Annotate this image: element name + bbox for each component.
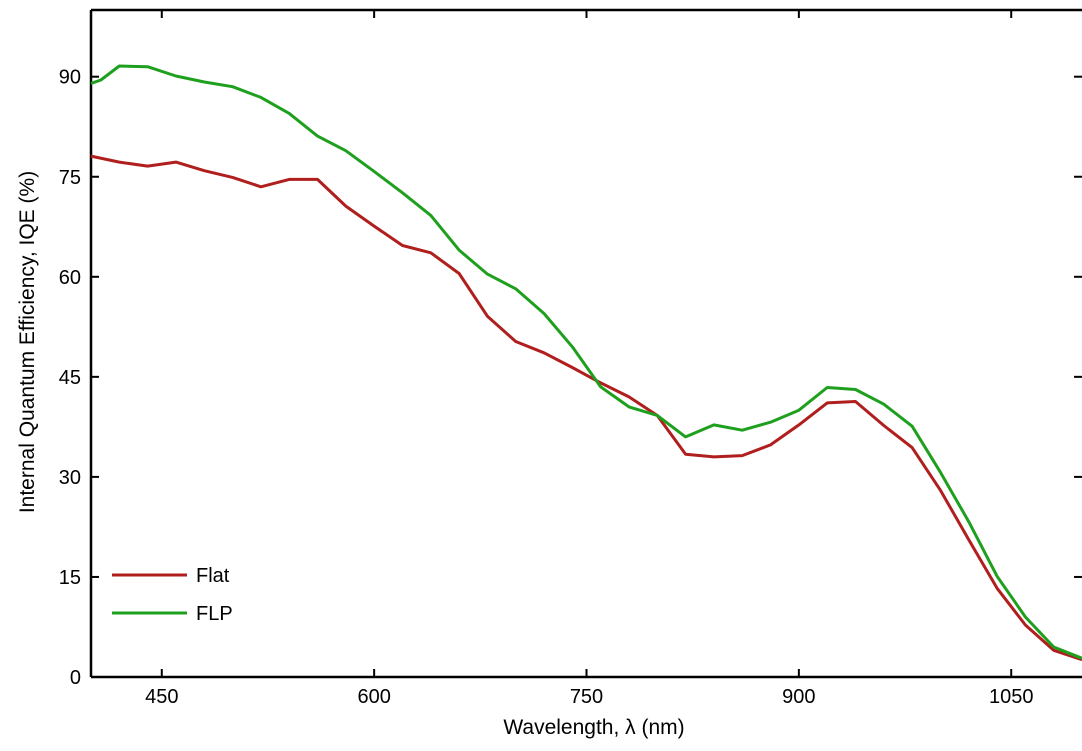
series-line-flp	[90, 64, 1082, 660]
y-axis-title: Internal Quantum Efficiency, IQE (%)	[16, 171, 39, 513]
x-tick-label: 900	[782, 686, 815, 708]
legend: Flat FLP	[112, 565, 233, 625]
y-tick-label: 15	[59, 567, 81, 589]
x-tick-label: 600	[357, 686, 390, 708]
legend-label-flat: Flat	[196, 565, 230, 587]
series-line-flat	[90, 154, 1082, 662]
y-tick-label: 75	[59, 167, 81, 189]
plot-frame	[89, 8, 1082, 679]
x-axis-title: Wavelength, λ (nm)	[503, 716, 684, 739]
series-layer	[90, 64, 1082, 662]
x-tick-label: 1050	[989, 686, 1034, 708]
x-tick-label: 750	[570, 686, 603, 708]
y-tick-label: 45	[59, 367, 81, 389]
y-tick-label: 30	[59, 467, 81, 489]
y-tick-label: 60	[59, 267, 81, 289]
legend-label-flp: FLP	[196, 603, 233, 625]
y-tick-label: 0	[70, 667, 81, 689]
y-tick-label: 90	[59, 67, 81, 89]
ticks-layer: 450 600 750 900 1050 0 15 30 45 60 75 90	[59, 10, 1082, 708]
x-tick-label: 450	[145, 686, 178, 708]
